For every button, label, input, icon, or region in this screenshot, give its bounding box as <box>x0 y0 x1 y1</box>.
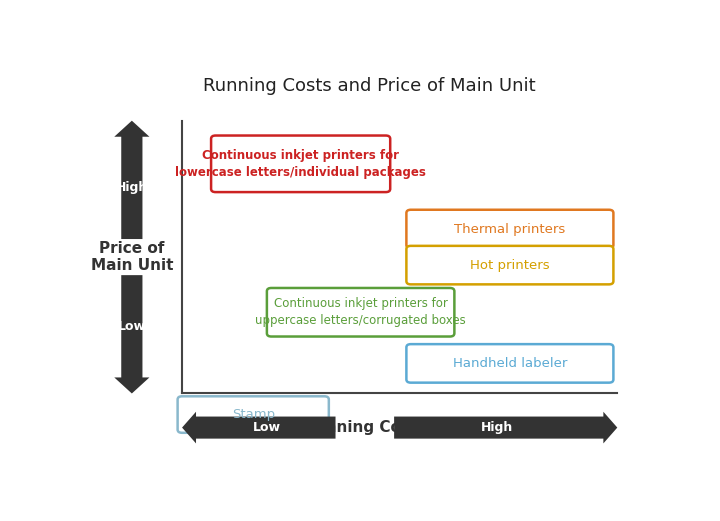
FancyBboxPatch shape <box>406 246 613 284</box>
Polygon shape <box>394 412 617 443</box>
Text: Price of
Main Unit: Price of Main Unit <box>91 241 173 274</box>
Polygon shape <box>182 412 336 443</box>
Text: Hot printers: Hot printers <box>470 258 549 271</box>
Text: Thermal printers: Thermal printers <box>454 222 565 235</box>
Polygon shape <box>114 121 150 239</box>
FancyBboxPatch shape <box>211 135 390 192</box>
Text: Stamp: Stamp <box>232 408 275 421</box>
FancyBboxPatch shape <box>406 344 613 382</box>
Text: Continuous inkjet printers for
uppercase letters/corrugated boxes: Continuous inkjet printers for uppercase… <box>256 297 466 327</box>
Text: High: High <box>116 181 148 194</box>
Text: High: High <box>481 421 513 434</box>
Text: Continuous inkjet printers for
lowercase letters/individual packages: Continuous inkjet printers for lowercase… <box>175 149 426 179</box>
FancyBboxPatch shape <box>178 396 329 433</box>
Text: Running Costs and Price of Main Unit: Running Costs and Price of Main Unit <box>203 77 535 94</box>
Text: Low: Low <box>118 320 146 333</box>
Text: Low: Low <box>253 421 282 434</box>
Text: Handheld labeler: Handheld labeler <box>453 357 567 370</box>
FancyBboxPatch shape <box>406 210 613 249</box>
Polygon shape <box>114 275 150 393</box>
Text: Running Costs: Running Costs <box>303 420 426 435</box>
FancyBboxPatch shape <box>267 288 454 337</box>
